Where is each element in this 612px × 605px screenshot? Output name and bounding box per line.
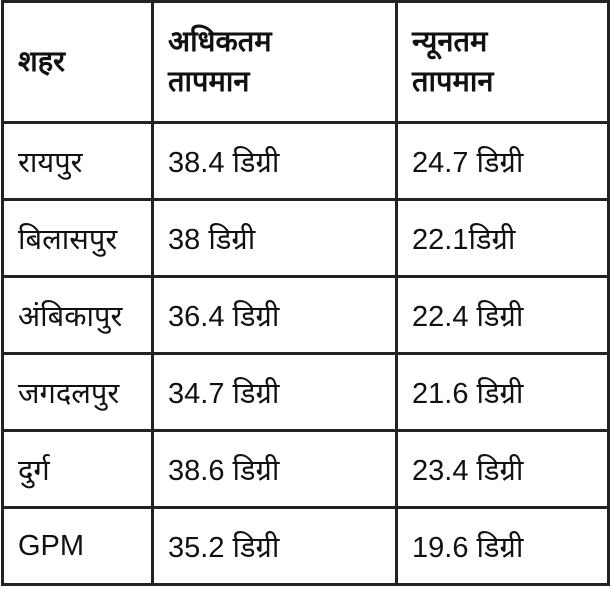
table-row: बिलासपुर 38 डिग्री 22.1डिग्री: [1, 198, 610, 278]
min-temp-cell: 24.7 डिग्री: [395, 121, 610, 201]
max-temp-cell: 36.4 डिग्री: [151, 275, 398, 355]
max-temp-cell: 38 डिग्री: [151, 198, 398, 278]
table-body: रायपुर 38.4 डिग्री 24.7 डिग्री बिलासपुर 38 ड…: [1, 121, 610, 586]
min-temp-cell: 22.1डिग्री: [395, 198, 610, 278]
min-temp-cell: 21.6 डिग्री: [395, 352, 610, 432]
header-cell: अधिकतम तापमान: [151, 0, 398, 124]
min-temp-cell: 22.4 डिग्री: [395, 275, 610, 355]
header-text: न्यूनतम तापमान: [412, 26, 494, 98]
min-temp-cell: 23.4 डिग्री: [395, 429, 610, 509]
header-text: अधिकतम तापमान: [168, 26, 272, 98]
header-cell: शहर: [1, 0, 154, 124]
temperature-table: शहर अधिकतम तापमान न्यूनतम तापमान रायपुर 3…: [1, 0, 610, 586]
city-cell: दुर्ग: [1, 429, 154, 509]
city-cell: जगदलपुर: [1, 352, 154, 432]
max-temp-cell: 38.6 डिग्री: [151, 429, 398, 509]
city-cell: रायपुर: [1, 121, 154, 201]
min-temp-cell: 19.6 डिग्री: [395, 506, 610, 586]
table-row: GPM 35.2 डिग्री 19.6 डिग्री: [1, 506, 610, 586]
max-temp-cell: 35.2 डिग्री: [151, 506, 398, 586]
header-text: शहर: [18, 46, 65, 78]
header-cell: न्यूनतम तापमान: [395, 0, 610, 124]
table-row: रायपुर 38.4 डिग्री 24.7 डिग्री: [1, 121, 610, 201]
table-row: जगदलपुर 34.7 डिग्री 21.6 डिग्री: [1, 352, 610, 432]
table-row: दुर्ग 38.6 डिग्री 23.4 डिग्री: [1, 429, 610, 509]
city-cell: GPM: [1, 506, 154, 586]
max-temp-cell: 34.7 डिग्री: [151, 352, 398, 432]
city-cell: बिलासपुर: [1, 198, 154, 278]
table-row: अंबिकापुर 36.4 डिग्री 22.4 डिग्री: [1, 275, 610, 355]
max-temp-cell: 38.4 डिग्री: [151, 121, 398, 201]
header-row: शहर अधिकतम तापमान न्यूनतम तापमान: [1, 0, 610, 124]
city-cell: अंबिकापुर: [1, 275, 154, 355]
